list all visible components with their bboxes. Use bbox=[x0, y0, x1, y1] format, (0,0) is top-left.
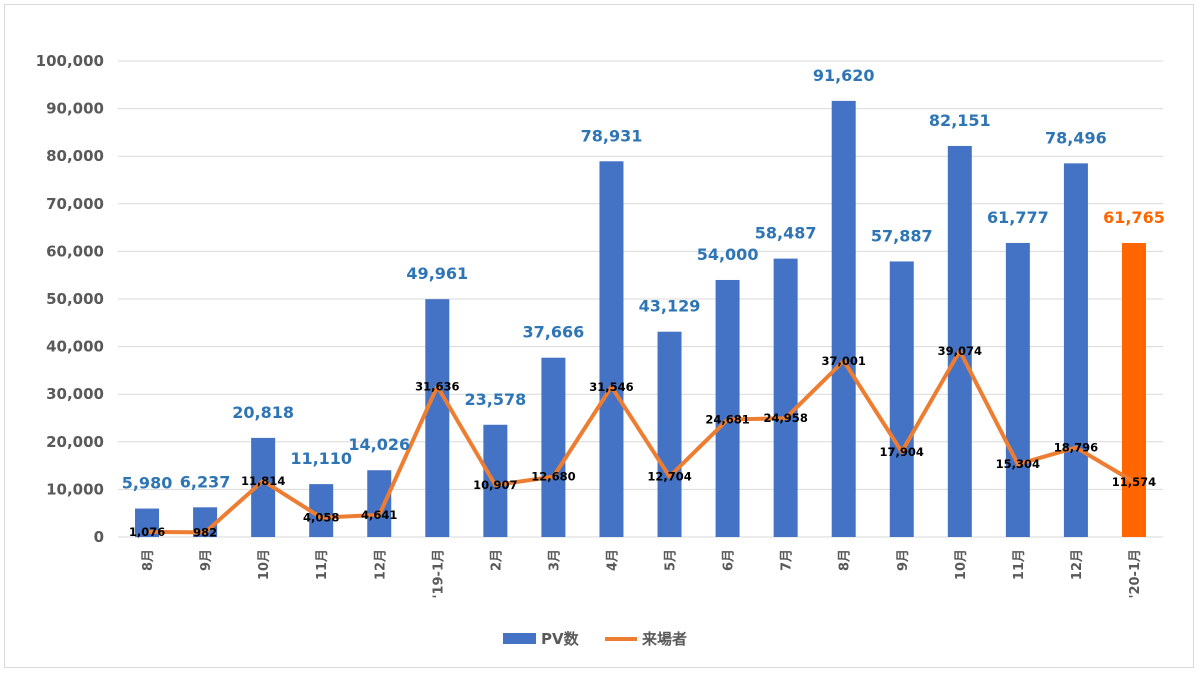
x-tick-label: '20-1月 bbox=[1128, 549, 1143, 599]
y-tick-label: 30,000 bbox=[46, 385, 104, 403]
pv-bar-label: 14,026 bbox=[348, 435, 410, 454]
pv-bar bbox=[657, 331, 682, 537]
pv-bar-label: 82,151 bbox=[929, 111, 991, 130]
pv-bar-label: 57,887 bbox=[871, 226, 933, 245]
pv-bar-label: 58,487 bbox=[755, 224, 817, 243]
visitor-point-label: 37,001 bbox=[821, 354, 865, 368]
pv-bar-label: 6,237 bbox=[180, 472, 231, 491]
x-axis-ticks: 8月 9月 10月 11月 12月 '19-1月 2月 3月 4月 5月 6月 7月 8月 9月 10月 11… bbox=[141, 549, 1143, 599]
x-tick-label: 3月 bbox=[547, 549, 562, 571]
visitor-point-label: 982 bbox=[193, 525, 217, 539]
visitor-point-label: 15,304 bbox=[996, 457, 1040, 471]
x-tick-label: 4月 bbox=[605, 549, 620, 571]
x-tick-label: 8月 bbox=[141, 549, 156, 571]
x-tick-label: 12月 bbox=[1070, 549, 1085, 580]
visitor-point-label: 4,641 bbox=[361, 508, 397, 522]
pv-bar bbox=[947, 145, 972, 537]
x-tick-label: 6月 bbox=[722, 549, 737, 571]
visitor-point-label: 39,074 bbox=[938, 344, 982, 358]
pv-bar-label: 37,666 bbox=[523, 323, 585, 342]
visitor-point-label: 24,681 bbox=[705, 413, 749, 427]
pv-bar-label: 49,961 bbox=[406, 264, 468, 283]
x-tick-label: 2月 bbox=[489, 549, 504, 571]
visitor-point-label: 12,704 bbox=[647, 470, 691, 484]
y-tick-label: 40,000 bbox=[46, 338, 104, 356]
y-tick-label: 10,000 bbox=[46, 480, 104, 498]
pv-bar bbox=[1121, 242, 1146, 537]
pv-bar bbox=[715, 279, 740, 537]
gridlines bbox=[118, 60, 1163, 538]
visitor-point-label: 1,076 bbox=[129, 525, 165, 539]
y-tick-label: 90,000 bbox=[46, 100, 104, 118]
y-axis-ticks: 0 10,000 20,000 30,000 40,000 50,000 60,000 70,… bbox=[36, 52, 104, 546]
pv-bar-label: 61,777 bbox=[987, 208, 1049, 227]
y-tick-label: 100,000 bbox=[36, 52, 104, 70]
pv-bar-label: 11,110 bbox=[290, 449, 352, 468]
y-tick-label: 70,000 bbox=[46, 195, 104, 213]
y-tick-label: 50,000 bbox=[46, 290, 104, 308]
visitor-line-path bbox=[147, 349, 1135, 535]
y-tick-label: 80,000 bbox=[46, 147, 104, 165]
pv-bar bbox=[367, 470, 392, 537]
visitor-point-label: 12,680 bbox=[531, 470, 575, 484]
pv-bars bbox=[135, 100, 1146, 538]
visitor-point-label: 31,546 bbox=[589, 380, 633, 394]
visitor-point-label: 11,574 bbox=[1112, 475, 1156, 489]
visitor-point-label: 10,907 bbox=[473, 478, 517, 492]
y-tick-label: 60,000 bbox=[46, 242, 104, 260]
chart-frame bbox=[4, 4, 1194, 668]
visitor-line bbox=[147, 349, 1135, 535]
pv-bar bbox=[425, 299, 450, 537]
y-tick-label: 20,000 bbox=[46, 433, 104, 451]
x-tick-label: 7月 bbox=[780, 549, 795, 571]
pv-bar bbox=[1005, 242, 1030, 538]
visitor-point-label: 24,958 bbox=[763, 411, 807, 425]
visitor-point-label: 18,796 bbox=[1054, 441, 1098, 455]
visitor-line-labels: 1,076 982 11,814 4,058 4,641 31,636 10,907 12,6… bbox=[129, 344, 1156, 539]
x-tick-label: 9月 bbox=[199, 549, 214, 571]
pv-bar-label: 23,578 bbox=[464, 390, 526, 409]
pv-bar bbox=[773, 258, 798, 537]
legend-swatch-pv bbox=[503, 633, 536, 644]
visitor-point-label: 4,058 bbox=[303, 511, 339, 525]
pv-bar-label: 20,818 bbox=[232, 403, 294, 422]
pv-bar bbox=[541, 357, 566, 537]
pv-bar bbox=[1063, 163, 1088, 537]
visitor-point-label: 31,636 bbox=[415, 379, 459, 393]
pv-bar-label: 54,000 bbox=[697, 245, 759, 264]
x-tick-label: '19-1月 bbox=[431, 549, 446, 599]
x-tick-label: 5月 bbox=[664, 549, 679, 571]
pv-bar bbox=[831, 100, 856, 538]
legend-label-visitors: 来場者 bbox=[641, 630, 687, 648]
x-tick-label: 8月 bbox=[838, 549, 853, 571]
pv-bar bbox=[889, 261, 914, 537]
pv-bar-label: 43,129 bbox=[639, 297, 701, 316]
pv-bar-label: 78,496 bbox=[1045, 128, 1107, 147]
x-tick-label: 11月 bbox=[1012, 549, 1027, 580]
pv-bar bbox=[599, 161, 624, 537]
x-tick-label: 12月 bbox=[373, 549, 388, 580]
y-tick-label: 0 bbox=[94, 528, 104, 546]
pv-bar-label: 91,620 bbox=[813, 66, 875, 85]
pv-bar-label: 5,980 bbox=[122, 474, 173, 493]
pv-bar bbox=[483, 424, 508, 537]
x-tick-label: 9月 bbox=[896, 549, 911, 571]
x-tick-label: 10月 bbox=[257, 549, 272, 580]
x-tick-label: 11月 bbox=[315, 549, 330, 580]
pv-bar-label: 78,931 bbox=[581, 126, 643, 145]
visitor-point-label: 17,904 bbox=[880, 445, 924, 459]
visitor-point-label: 11,814 bbox=[241, 474, 285, 488]
x-tick-label: 10月 bbox=[954, 549, 969, 580]
pv-bar-label: 61,765 bbox=[1103, 208, 1165, 227]
legend-label-pv: PV数 bbox=[541, 630, 580, 648]
legend: PV数 来場者 bbox=[503, 630, 687, 648]
